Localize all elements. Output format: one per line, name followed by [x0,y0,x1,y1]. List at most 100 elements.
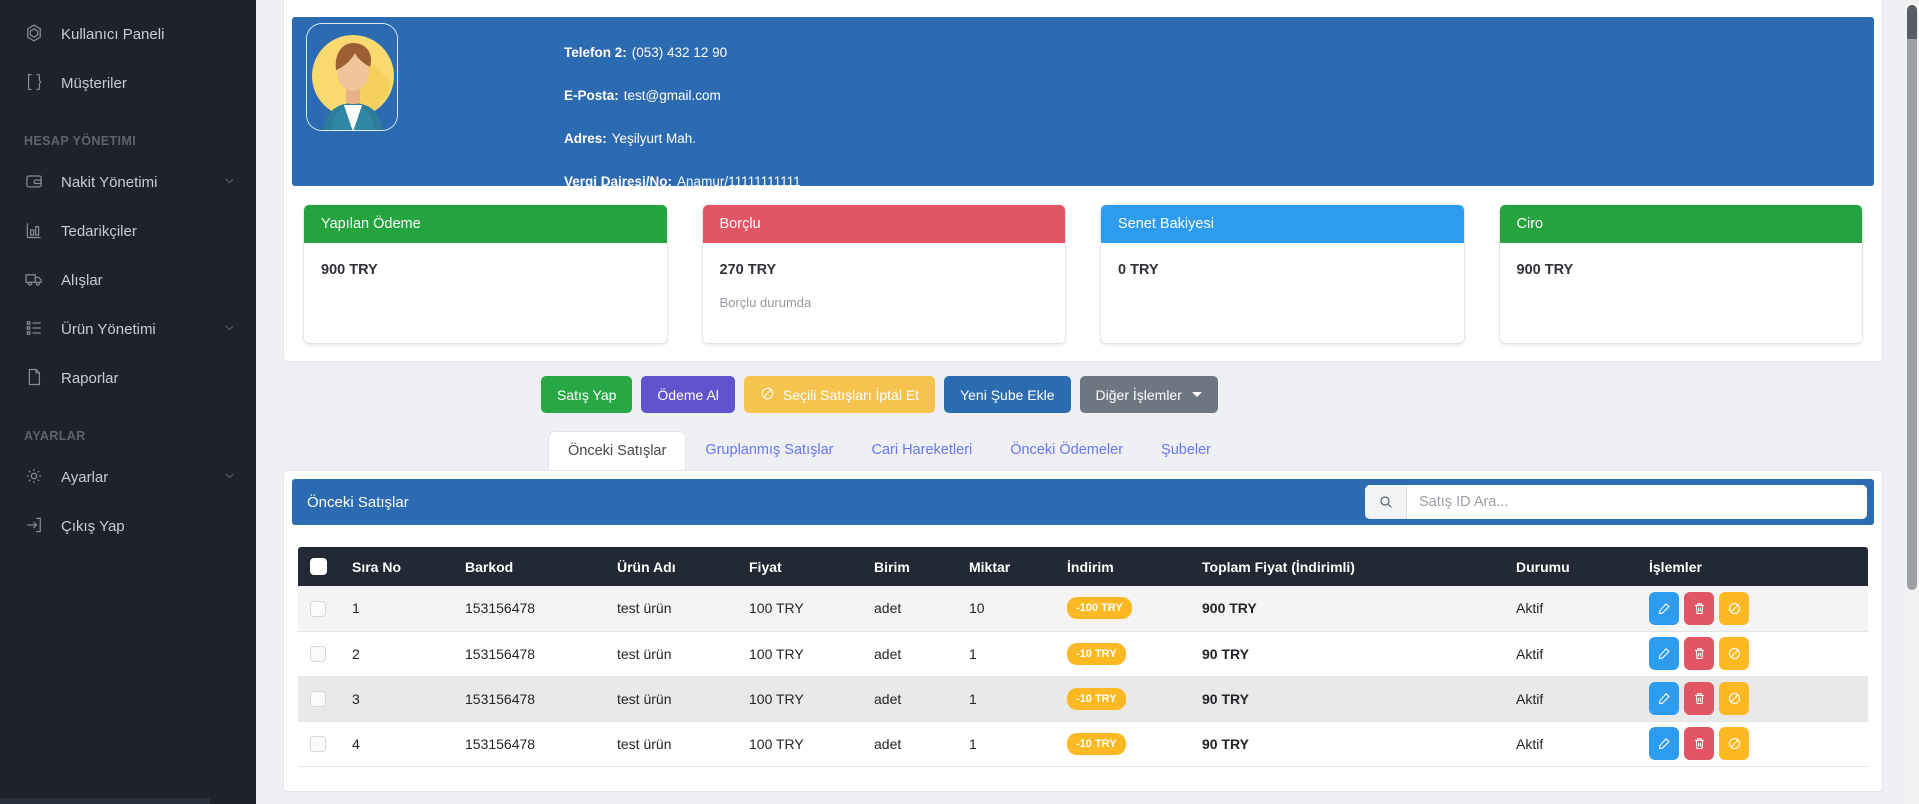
scrollbar-thumb[interactable] [1907,5,1917,590]
sales-table-card: Önceki Satışlar Sıra No Barkod [283,470,1883,792]
main-content: Telefon 2: (053) 432 12 90 E-Posta: test@g… [256,0,1919,804]
edit-button[interactable] [1649,637,1679,670]
page-scrollbar[interactable] [1905,0,1919,804]
detail-tabs: Önceki Satışlar Gruplanmış Satışlar Cari… [548,431,1230,470]
cancel-sale-button[interactable] [1719,682,1749,715]
stat-card-yapilan-odeme: Yapılan Ödeme 900 TRY [304,205,667,343]
sidebar-item-label: Çıkış Yap [61,518,125,535]
col-islemler: İşlemler [1637,547,1868,586]
sidebar-item-cikis-yap[interactable]: Çıkış Yap [0,502,256,551]
col-barkod: Barkod [453,547,605,586]
table-row: 4 153156478 test ürün 100 TRY adet 1 -10… [298,721,1868,767]
sidebar-item-nakit-yonetimi[interactable]: Nakit Yönetimi [0,158,256,207]
col-indirim: İndirim [1055,547,1190,586]
edit-button[interactable] [1649,591,1679,625]
select-all-checkbox[interactable] [310,558,327,576]
col-urun-adi: Ürün Adı [605,547,737,586]
tab-gruplanmis-satislar[interactable]: Gruplanmış Satışlar [705,442,834,458]
sidebar-item-kullanici-paneli[interactable]: Kullanıcı Paneli [0,10,256,59]
sidebar-section-ayarlar: AYARLAR [24,429,86,443]
secili-satislari-iptal-et-button[interactable]: Seçili Satışları İptal Et [743,376,936,413]
tab-cari-hareketleri[interactable]: Cari Hareketleri [871,442,973,458]
cancel-sale-button[interactable] [1719,727,1749,760]
sidebar-item-musteriler[interactable]: Müşteriler [0,59,256,108]
tab-onceki-odemeler[interactable]: Önceki Ödemeler [1010,442,1124,458]
chevron-down-icon [223,174,236,191]
discount-badge: -10 TRY [1067,642,1126,665]
sales-panel-header: Önceki Satışlar [292,479,1874,525]
sidebar-scrollbar [0,798,210,804]
caret-down-icon [1191,392,1202,397]
sidebar-item-alislar[interactable]: Alışlar [0,256,256,305]
cancel-sale-button[interactable] [1719,591,1749,625]
sidebar-item-tedarikciler[interactable]: Tedarikçiler [0,207,256,256]
sidebar-item-label: Alışlar [61,272,103,289]
bar-chart-icon [24,220,44,244]
row-checkbox[interactable] [310,646,326,663]
field-vergi: Vergi Dairesi/No: Anamur/11111111111 [564,174,801,186]
stat-value: 900 TRY [321,262,378,278]
delete-button[interactable] [1684,637,1714,670]
stat-title: Ciro [1499,205,1862,243]
list-icon [24,318,44,342]
stat-cards: Yapılan Ödeme 900 TRY Borçlu 270 TRY Borç… [304,205,1862,343]
col-toplam-fiyat: Toplam Fiyat (İndirimli) [1190,547,1504,586]
customer-info-panel: Telefon 2: (053) 432 12 90 E-Posta: test@g… [292,17,1874,186]
customer-fields: Telefon 2: (053) 432 12 90 E-Posta: test@g… [564,31,801,186]
stat-title: Borçlu [702,205,1065,243]
discount-badge: -10 TRY [1067,687,1126,710]
sidebar-item-urun-yonetimi[interactable]: Ürün Yönetimi [0,305,256,354]
yeni-sube-ekle-button[interactable]: Yeni Şube Ekle [944,376,1071,413]
diger-islemler-dropdown[interactable]: Diğer İşlemler [1079,376,1218,413]
status-text: Aktif [1504,721,1637,767]
table-header-row: Sıra No Barkod Ürün Adı Fiyat Birim Mikt… [298,547,1868,586]
sidebar-item-label: Tedarikçiler [61,223,137,240]
sidebar-item-label: Ürün Yönetimi [61,321,156,338]
avatar [306,23,398,131]
customers-icon [24,72,44,96]
stat-title: Senet Bakiyesi [1101,205,1464,243]
gear-icon [24,466,44,490]
field-adres: Adres: Yeşilyurt Mah. [564,131,697,146]
row-checkbox[interactable] [310,736,326,753]
row-checkbox[interactable] [310,691,326,708]
row-checkbox[interactable] [310,600,326,617]
sidebar-item-label: Ayarlar [61,469,109,486]
col-durumu: Durumu [1504,547,1637,586]
status-text: Aktif [1504,586,1637,632]
table-row: 1 153156478 test ürün 100 TRY adet 10 -1… [298,586,1868,632]
stat-value: 0 TRY [1118,262,1159,278]
cancel-sale-button[interactable] [1719,637,1749,670]
search-icon [1365,485,1407,519]
stat-value: 900 TRY [1516,262,1574,278]
tab-onceki-satislar[interactable]: Önceki Satışlar [548,431,687,470]
status-text: Aktif [1504,631,1637,677]
field-telefon2: Telefon 2: (053) 432 12 90 [564,45,728,60]
satis-yap-button[interactable]: Satış Yap [541,376,633,413]
delete-button[interactable] [1684,591,1714,625]
sidebar-item-label: Nakit Yönetimi [61,174,158,191]
stat-title: Yapılan Ödeme [304,205,667,243]
delete-button[interactable] [1684,727,1714,760]
stat-value: 270 TRY [719,262,777,278]
chevron-down-icon [223,321,236,338]
delete-button[interactable] [1684,682,1714,715]
search-input[interactable] [1407,485,1867,519]
sidebar-item-label: Müşteriler [61,75,127,92]
action-toolbar: Satış Yap Ödeme Al Seçili Satışları İpta… [541,376,1218,413]
sidebar-item-label: Kullanıcı Paneli [61,26,165,43]
stat-card-borclu: Borçlu 270 TRY Borçlu durumda [702,205,1065,343]
sidebar-section-hesap-yonetimi: HESAP YÖNETIMI [24,134,137,148]
odeme-al-button[interactable]: Ödeme Al [641,376,735,413]
sales-table-wrap: Sıra No Barkod Ürün Adı Fiyat Birim Mikt… [298,547,1868,767]
table-row: 3 153156478 test ürün 100 TRY adet 1 -10… [298,676,1868,722]
sidebar-item-ayarlar[interactable]: Ayarlar [0,453,256,502]
col-fiyat: Fiyat [737,547,862,586]
stat-note: Borçlu durumda [719,295,812,310]
edit-button[interactable] [1649,682,1679,715]
status-text: Aktif [1504,676,1637,722]
sidebar-item-raporlar[interactable]: Raporlar [0,354,256,403]
tab-subeler[interactable]: Şubeler [1161,442,1212,458]
col-miktar: Miktar [957,547,1055,586]
edit-button[interactable] [1649,727,1679,760]
